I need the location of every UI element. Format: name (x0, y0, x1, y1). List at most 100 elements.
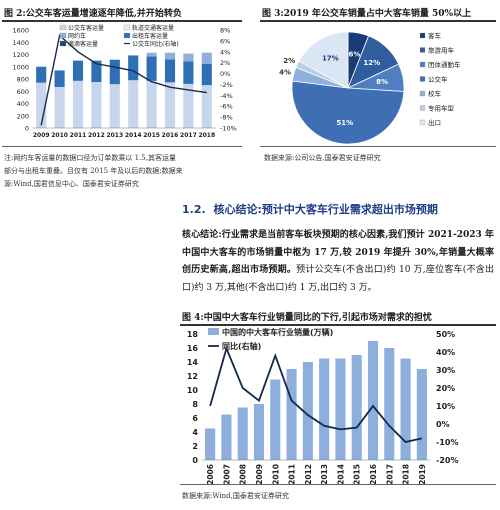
left-axis-tick-label: 4 (192, 428, 198, 437)
bar-segment (54, 86, 65, 128)
sales-bar (384, 348, 395, 460)
figure-4-bottom-rule (180, 484, 496, 485)
x-axis-tick-label: 2013 (106, 132, 123, 139)
right-axis-tick-label: -10% (436, 438, 458, 447)
left-axis-tick-label: 10 (187, 386, 199, 395)
legend-label: 公交车 (428, 75, 448, 84)
sales-bar (302, 362, 313, 460)
bar-segment (109, 59, 120, 85)
pie-data-label: 12% (363, 59, 380, 67)
legend-label: 专用车型 (428, 104, 455, 113)
bar-segment (72, 60, 84, 81)
x-axis-tick-label: 2008 (239, 464, 248, 484)
right-axis-tick-label: -20% (436, 456, 458, 465)
para-bold: 行业需求是当前客车板块预期的核心因素,我们预计 2021-2023 年中国中大客… (182, 230, 495, 275)
right-axis-tick-label: 2% (220, 59, 230, 67)
pie-data-label: 2% (283, 57, 295, 65)
pie-data-label: 4% (279, 68, 291, 76)
left-axis-tick-label: 0 (192, 456, 198, 465)
left-axis-tick-label: 0 (25, 125, 29, 133)
figure-2-note: 注:网约车客运量的数据口径为订单数乘以 1.5,其客运量 部分与出租车重叠。且仅… (4, 152, 242, 191)
legend-label: 公交车同比(右轴) (132, 40, 179, 48)
right-axis-tick-label: 8% (220, 27, 230, 35)
right-axis-tick-label: -2% (220, 81, 233, 89)
yoy-line (209, 345, 423, 443)
x-axis-tick-label: 2016 (162, 132, 179, 139)
legend-swatch (208, 328, 219, 335)
legend-swatch (123, 24, 131, 31)
x-axis-tick-label: 2018 (198, 132, 215, 139)
figure-3-bottom-rule (260, 146, 496, 147)
figure-2-chart: 0 200 400 600 800 1000 1200 1400 1600 -10% -8% -6% -… (12, 24, 237, 139)
right-axis-tick-label: -8% (220, 114, 233, 122)
x-axis-tick-label: 2012 (88, 132, 105, 139)
legend-label: 网约车 (68, 32, 86, 40)
legend-label: 公交车客运量 (68, 24, 104, 32)
pie-data-label: 8% (376, 78, 388, 86)
bar-segment (72, 80, 84, 128)
bar-segment (146, 80, 157, 128)
legend-swatch (59, 24, 67, 31)
left-axis-tick-label: 18 (187, 330, 199, 339)
x-axis-tick-label: 2014 (125, 132, 142, 139)
sales-bar (319, 358, 330, 460)
figure-2-bottom-rule (2, 146, 242, 147)
figure-4-top-rule (180, 324, 496, 326)
legend-label: 旅游用车 (428, 46, 455, 55)
right-axis-tick-label: -6% (220, 103, 233, 111)
right-axis-tick-label: -10% (220, 125, 237, 133)
note-line-1: 注:网约车客运量的数据口径为订单数乘以 1.5,其客运量 (4, 154, 176, 162)
left-axis-tick-label: 200 (17, 112, 29, 120)
bar-segment (201, 85, 212, 128)
legend-swatch (419, 32, 426, 39)
x-axis-tick-label: 2009 (33, 132, 50, 139)
core-conclusion-paragraph: 核心结论:行业需求是当前客车板块预期的核心因素,我们预计 2021-2023 年… (182, 227, 494, 297)
bar-segment (91, 82, 102, 128)
right-axis-tick-label: 4% (220, 48, 230, 56)
bar-segment (128, 55, 139, 81)
pie-data-label: 6% (349, 50, 361, 58)
right-axis-tick-label: 10% (436, 402, 455, 411)
legend-label: 出租车客运量 (132, 32, 168, 40)
legend-label: 团体通勤车 (428, 60, 461, 69)
sales-bar (253, 404, 265, 460)
para-normal: 预计公交车(不含出口)约 10 万,座位客车(不含出口)约 3 万,其他(不含出… (182, 265, 494, 293)
left-axis-tick-label: 2 (192, 442, 198, 451)
sales-bar (270, 379, 281, 460)
left-axis-tick-label: 12 (187, 372, 198, 381)
pie-data-label: 17% (322, 55, 339, 63)
x-axis-tick-label: 2014 (336, 464, 345, 484)
right-axis-tick-label: 0% (436, 420, 450, 429)
figure-3-source: 数据来源:公司公告,国泰君安证券研究 (264, 154, 381, 162)
bar-segment (164, 82, 176, 128)
sales-bar (351, 355, 362, 460)
bar-segment (146, 52, 157, 57)
pie-slice (291, 80, 405, 145)
x-axis-tick-label: 2012 (304, 464, 313, 484)
sales-bar (237, 407, 248, 460)
legend-swatch (419, 61, 426, 68)
section-title: 核心结论:预计中大客车行业需求超出市场预期 (213, 203, 438, 216)
legend-swatch (419, 90, 426, 97)
left-axis-tick-label: 6 (192, 414, 198, 423)
legend-label: 轨道交通客运量 (132, 24, 174, 32)
figure-4-chart: 0 2 4 6 8 10 12 14 16 18 -20% -10% 0% 10% 20% 30% 40% 50%… (187, 327, 459, 484)
bar-segment (109, 84, 120, 128)
pie-data-label: 51% (336, 119, 353, 127)
right-axis-tick-label: -4% (220, 92, 233, 100)
left-axis-tick-label: 800 (17, 76, 29, 84)
x-axis-tick-label: 2015 (143, 132, 160, 139)
section-number: 1.2. (182, 203, 206, 216)
bar-segment (183, 53, 194, 62)
left-axis-tick-label: 600 (17, 88, 29, 96)
legend-swatch (419, 105, 426, 111)
legend-swatch (419, 119, 426, 126)
right-axis-tick-label: 0% (220, 70, 230, 78)
bar-segment (54, 70, 65, 87)
left-axis-tick-label: 1000 (12, 63, 29, 71)
para-lead: 核心结论: (182, 230, 222, 240)
bar-segment (36, 82, 47, 128)
legend-label: 出口 (428, 118, 441, 127)
figure-3-top-rule (260, 20, 496, 22)
x-axis-tick-label: 2016 (369, 464, 378, 484)
